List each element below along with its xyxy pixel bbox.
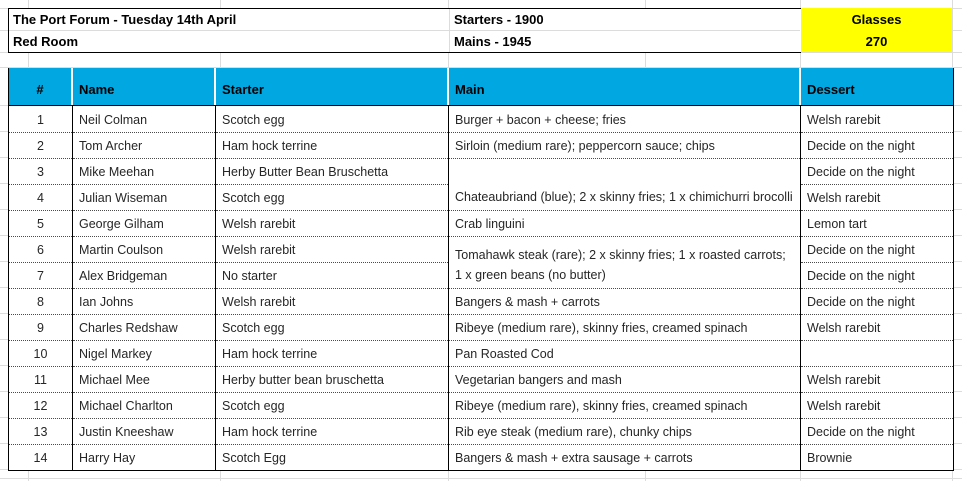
starter-cell[interactable]: Scotch Egg [216,444,448,470]
dessert-cell[interactable]: Welsh rarebit [801,366,953,392]
gridline [0,105,8,106]
starter-cell[interactable]: Herby butter bean bruschetta [216,366,448,392]
main-cell[interactable]: Bangers & mash + extra sausage + carrots [449,444,800,470]
gridline [953,105,962,106]
starter-cell[interactable]: Scotch egg [216,392,448,418]
main-cell[interactable]: Rib eye steak (medium rare), chunky chip… [449,418,800,444]
row-number-cell[interactable]: 4 [9,184,72,210]
dessert-cell[interactable]: Decide on the night [801,418,953,444]
column-name: Neil Colman Tom Archer Mike Meehan Julia… [73,106,216,470]
table-body: 1 2 3 4 5 6 7 8 9 10 11 12 13 14 Neil Co… [8,106,954,471]
glasses-label-cell[interactable]: Glasses [851,11,902,27]
row-number-cell[interactable]: 10 [9,340,72,366]
dessert-cell[interactable]: Decide on the night [801,262,953,288]
name-cell[interactable]: George Gilham [73,210,215,236]
main-cell[interactable]: Ribeye (medium rare), skinny fries, crea… [449,314,800,340]
column-starter: Scotch egg Ham hock terrine Herby Butter… [216,106,449,470]
name-cell[interactable]: Martin Coulson [73,236,215,262]
dessert-cell[interactable]: Welsh rarebit [807,113,881,127]
dessert-cell[interactable]: Brownie [801,444,953,470]
title-block: The Port Forum - Tuesday 14th April Red … [8,8,801,53]
row-number-cell[interactable]: 12 [9,392,72,418]
row-number-cell[interactable]: 5 [9,210,72,236]
column-dessert: Welsh rarebit Decide on the night Decide… [801,106,953,470]
name-cell[interactable]: Tom Archer [73,132,215,158]
room-cell[interactable]: Red Room [13,34,78,49]
name-cell[interactable]: Mike Meehan [73,158,215,184]
glasses-block: Glasses 270 [801,8,952,52]
starter-cell[interactable]: Ham hock terrine [216,418,448,444]
dessert-cell[interactable]: Decide on the night [801,288,953,314]
column-main: Burger + bacon + cheese; fries Sirloin (… [449,106,801,470]
starter-cell[interactable]: Scotch egg [222,113,285,127]
name-cell[interactable]: Justin Kneeshaw [73,418,215,444]
starter-cell[interactable]: Welsh rarebit [216,288,448,314]
event-title-cell[interactable]: The Port Forum - Tuesday 14th April [13,12,237,27]
main-cell[interactable]: Bangers & mash + carrots [449,288,800,314]
dessert-cell[interactable]: Welsh rarebit [801,392,953,418]
row-number-cell[interactable]: 14 [9,444,72,470]
name-cell[interactable]: Michael Mee [73,366,215,392]
gridline [0,106,8,470]
starter-cell[interactable]: No starter [216,262,448,288]
mains-time-cell[interactable]: Mains - 1945 [454,34,532,49]
name-cell[interactable]: Neil Colman [79,113,148,127]
name-cell[interactable]: Julian Wiseman [73,184,215,210]
dessert-cell[interactable]: Lemon tart [801,210,953,236]
dessert-cell[interactable]: Decide on the night [801,158,953,184]
row-number-cell[interactable]: 7 [9,262,72,288]
main-cell[interactable]: Burger + bacon + cheese; fries [455,113,626,127]
header-cell-main[interactable]: Main [449,68,801,105]
dessert-cell[interactable]: Welsh rarebit [801,314,953,340]
starter-cell[interactable]: Welsh rarebit [216,210,448,236]
row-number-cell[interactable]: 9 [9,314,72,340]
header-cell-name[interactable]: Name [73,68,216,105]
row-number-cell[interactable]: 2 [9,132,72,158]
header-cell-number[interactable]: # [9,68,73,105]
gridline [0,478,962,479]
gridline [0,67,962,68]
starter-cell[interactable]: Scotch egg [216,314,448,340]
starters-time-cell[interactable]: Starters - 1900 [454,12,544,27]
name-cell[interactable]: Michael Charlton [73,392,215,418]
row-number-cell[interactable]: 3 [9,158,72,184]
column-number: 1 2 3 4 5 6 7 8 9 10 11 12 13 14 [9,106,73,470]
starter-cell[interactable]: Herby Butter Bean Bruschetta [216,158,448,184]
name-cell[interactable]: Harry Hay [73,444,215,470]
main-cell-merged[interactable]: Chateaubriand (blue); 2 x skinny fries; … [449,158,800,210]
dessert-cell[interactable] [801,340,953,366]
main-cell[interactable]: Vegetarian bangers and mash [449,366,800,392]
header-cell-starter[interactable]: Starter [216,68,449,105]
gridline [9,30,800,31]
dessert-cell[interactable]: Welsh rarebit [801,184,953,210]
header-cell-dessert[interactable]: Dessert [801,68,953,105]
starter-cell[interactable]: Scotch egg [216,184,448,210]
main-cell[interactable]: Crab linguini [449,210,800,236]
row-number-cell[interactable]: 11 [9,366,72,392]
main-cell[interactable]: Pan Roasted Cod [449,340,800,366]
dessert-cell[interactable]: Decide on the night [801,132,953,158]
glasses-value-cell[interactable]: 270 [865,33,888,49]
starter-cell[interactable]: Ham hock terrine [216,340,448,366]
main-cell[interactable]: Ribeye (medium rare), skinny fries, crea… [449,392,800,418]
dessert-cell[interactable]: Decide on the night [801,236,953,262]
starter-cell[interactable]: Welsh rarebit [216,236,448,262]
row-number-cell[interactable]: 13 [9,418,72,444]
name-cell[interactable]: Charles Redshaw [73,314,215,340]
name-cell[interactable]: Nigel Markey [73,340,215,366]
main-cell-merged[interactable]: Tomahawk steak (rare); 2 x skinny fries;… [449,236,800,288]
row-number-cell[interactable]: 8 [9,288,72,314]
starter-cell[interactable]: Ham hock terrine [216,132,448,158]
name-cell[interactable]: Ian Johns [73,288,215,314]
gridline [953,106,962,470]
row-number-cell[interactable]: 6 [9,236,72,262]
table-header-row: # Name Starter Main Dessert [8,68,954,106]
row-number-cell[interactable]: 1 [37,113,44,127]
main-cell[interactable]: Sirloin (medium rare); peppercorn sauce;… [449,132,800,158]
name-cell[interactable]: Alex Bridgeman [73,262,215,288]
